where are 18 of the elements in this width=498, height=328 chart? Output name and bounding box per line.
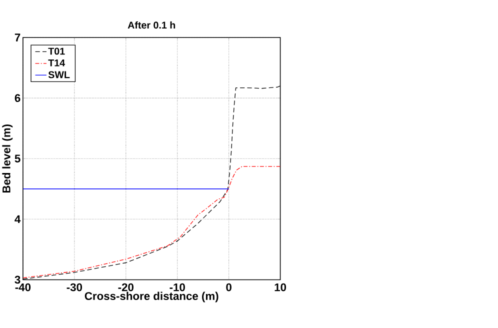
y-tick-label: 5 [14, 154, 20, 163]
legend-label: T01 [48, 48, 65, 55]
legend-label: SWL [48, 71, 70, 78]
x-tick-label: 10 [274, 283, 286, 292]
y-tick-label: 4 [14, 215, 21, 224]
y-axis-title: Bed level (m) [2, 124, 13, 193]
x-tick-label: 0 [226, 283, 232, 292]
x-tick-label: -20 [118, 283, 134, 292]
legend-label: T14 [48, 60, 66, 66]
y-tick-label: 3 [14, 276, 20, 284]
line-series [22, 166, 280, 278]
x-tick-label: -10 [170, 283, 185, 292]
x-tick-label: -30 [66, 283, 82, 292]
y-tick-label: 7 [14, 34, 20, 42]
chart-title: After 0.1 h [128, 22, 176, 29]
x-tick-label: -40 [15, 283, 31, 292]
y-tick-label: 6 [14, 94, 20, 102]
x-axis-title: Cross-shore distance (m) [84, 292, 218, 302]
